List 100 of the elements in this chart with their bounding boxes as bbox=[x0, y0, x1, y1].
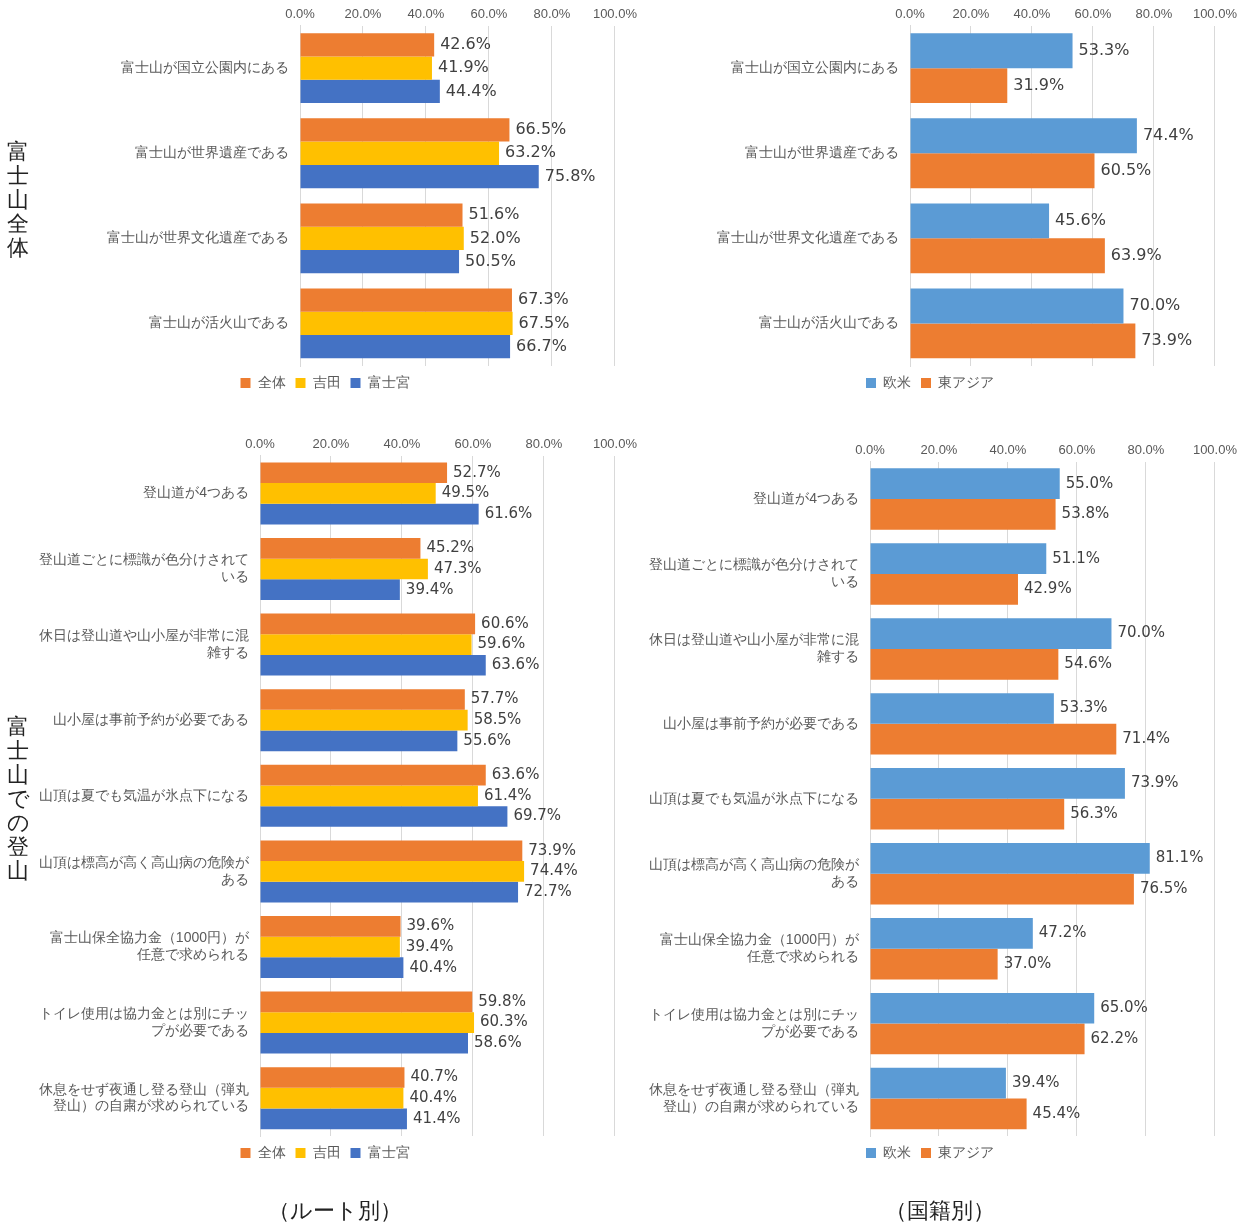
bar bbox=[260, 991, 473, 1013]
bar bbox=[260, 881, 519, 903]
y-tick-label: 富士山が世界遺産である bbox=[135, 144, 289, 161]
bar bbox=[910, 33, 1073, 69]
y-tick-label: 富士山が活火山である bbox=[149, 314, 289, 331]
data-label: 40.4% bbox=[409, 957, 458, 976]
data-label: 69.7% bbox=[513, 806, 562, 825]
x-tick-label: 0.0% bbox=[895, 6, 926, 22]
y-tick-label: トイレ使用は協力金とは別にチップが必要である bbox=[39, 1005, 249, 1038]
x-tick-label: 0.0% bbox=[285, 6, 316, 22]
bar bbox=[260, 1067, 405, 1088]
bar bbox=[300, 79, 440, 104]
data-label: 51.1% bbox=[1052, 548, 1100, 567]
bar bbox=[300, 56, 432, 80]
data-label: 63.6% bbox=[491, 655, 540, 674]
data-label: 59.6% bbox=[477, 634, 526, 653]
data-label: 47.3% bbox=[433, 558, 482, 577]
legend-label: 欧米 bbox=[883, 373, 911, 390]
data-label: 61.6% bbox=[484, 503, 533, 522]
data-label: 53.3% bbox=[1078, 39, 1130, 59]
data-label: 57.7% bbox=[470, 689, 519, 708]
bar bbox=[870, 917, 1033, 949]
bar bbox=[910, 118, 1137, 154]
y-tick-label: 富士山が国立公園内にある bbox=[731, 59, 899, 76]
x-tick-label: 100.0% bbox=[592, 6, 638, 22]
x-tick-label: 20.0% bbox=[952, 6, 990, 22]
data-label: 60.3% bbox=[480, 1012, 528, 1031]
legend-label: 吉田 bbox=[312, 373, 341, 390]
bar bbox=[870, 543, 1047, 574]
data-label: 52.7% bbox=[453, 462, 501, 481]
bar bbox=[260, 916, 401, 937]
data-label: 75.8% bbox=[544, 165, 596, 185]
bar bbox=[260, 785, 478, 807]
data-label: 66.5% bbox=[515, 119, 567, 139]
legend-label: 欧米 bbox=[883, 1143, 911, 1160]
bar bbox=[300, 249, 460, 274]
data-label: 76.5% bbox=[1139, 878, 1188, 897]
bar bbox=[300, 164, 539, 189]
data-label: 49.5% bbox=[441, 483, 490, 502]
bar bbox=[910, 288, 1124, 324]
bar bbox=[260, 634, 472, 655]
data-label: 42.6% bbox=[440, 34, 491, 54]
data-label: 51.6% bbox=[468, 204, 520, 224]
y-tick-label: 山頂は標高が高く高山病の危険がある bbox=[39, 853, 250, 887]
y-tick-label: 富士山が世界遺産である bbox=[745, 144, 899, 161]
bar bbox=[260, 1032, 468, 1054]
bar bbox=[260, 957, 404, 978]
bar bbox=[300, 311, 513, 336]
data-label: 45.4% bbox=[1032, 1103, 1081, 1122]
data-label: 53.8% bbox=[1061, 504, 1110, 523]
bar bbox=[870, 1098, 1027, 1130]
y-tick-label: 富士山が世界文化遺産である bbox=[717, 229, 899, 246]
bar bbox=[260, 462, 448, 484]
bar bbox=[870, 693, 1054, 724]
data-label: 63.2% bbox=[505, 142, 556, 162]
data-label: 74.4% bbox=[1142, 124, 1194, 144]
data-label: 58.5% bbox=[473, 710, 522, 729]
y-tick-label: 富士山保全協力金（1000円）が任意で求められる bbox=[49, 929, 250, 963]
legend-label: 富士宮 bbox=[367, 1143, 410, 1160]
data-label: 40.4% bbox=[409, 1088, 458, 1107]
data-label: 45.6% bbox=[1055, 210, 1106, 230]
bar bbox=[910, 153, 1095, 189]
data-label: 39.4% bbox=[405, 936, 454, 955]
data-label: 39.4% bbox=[405, 579, 454, 598]
y-tick-label: 登山道が4つある bbox=[143, 484, 249, 501]
bar bbox=[910, 203, 1050, 239]
x-tick-label: 40.0% bbox=[383, 436, 421, 452]
data-label: 53.3% bbox=[1059, 698, 1108, 717]
x-tick-label: 0.0% bbox=[245, 436, 276, 452]
bar bbox=[260, 689, 465, 710]
bar bbox=[260, 1012, 475, 1033]
data-label: 50.5% bbox=[465, 250, 516, 270]
data-label: 70.0% bbox=[1117, 623, 1166, 642]
data-label: 65.0% bbox=[1100, 998, 1148, 1017]
data-label: 52.0% bbox=[469, 227, 521, 247]
data-label: 60.6% bbox=[481, 613, 529, 632]
data-label: 41.9% bbox=[437, 57, 489, 77]
data-label: 73.9% bbox=[1141, 330, 1193, 350]
data-label: 56.3% bbox=[1070, 804, 1118, 823]
x-tick-label: 100.0% bbox=[1192, 6, 1238, 22]
y-tick-label: 富士山保全協力金（1000円）が任意で求められる bbox=[659, 931, 860, 964]
x-tick-label: 80.0% bbox=[525, 436, 563, 452]
x-tick-label: 60.0% bbox=[1058, 442, 1096, 458]
bar bbox=[300, 288, 512, 312]
data-label: 63.6% bbox=[491, 765, 540, 784]
y-tick-label: 休日は登山道や山小屋が非常に混雑する bbox=[39, 627, 249, 660]
x-axis-title: （国籍別） bbox=[884, 1197, 996, 1225]
bar bbox=[300, 335, 511, 359]
bar bbox=[300, 226, 464, 250]
bar bbox=[870, 468, 1060, 500]
bar bbox=[260, 709, 468, 731]
x-tick-label: 20.0% bbox=[920, 442, 958, 458]
data-label: 62.2% bbox=[1090, 1028, 1139, 1047]
bar bbox=[870, 873, 1134, 905]
data-label: 67.5% bbox=[518, 312, 570, 332]
data-label: 39.6% bbox=[406, 916, 455, 935]
legend-label: 東アジア bbox=[938, 373, 994, 390]
bar bbox=[260, 538, 421, 559]
bar bbox=[910, 238, 1105, 274]
bar bbox=[260, 730, 458, 752]
